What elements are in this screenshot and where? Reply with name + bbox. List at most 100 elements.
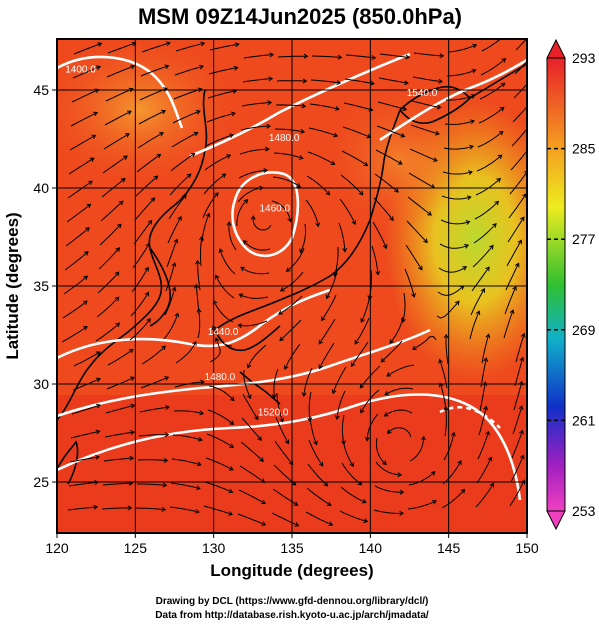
contour-1480-south <box>57 328 431 418</box>
streamline-arrow <box>118 200 124 206</box>
streamline <box>275 416 289 444</box>
streamline <box>447 44 477 53</box>
streamline-arrow <box>238 293 244 298</box>
streamline <box>513 381 523 411</box>
map-title: MSM 09Z14Jun2025 (850.0hPa) <box>138 4 462 29</box>
streamline-arrow <box>215 274 220 280</box>
streamline <box>129 318 151 341</box>
streamline-arrow <box>199 235 204 241</box>
streamline-arrow <box>499 106 505 112</box>
streamline-arrow <box>234 42 240 48</box>
coast-kyushu-shikoku <box>214 325 281 352</box>
streamline-arrow <box>358 190 364 196</box>
streamline-arrow <box>301 392 307 398</box>
streamline-arrow <box>342 247 348 253</box>
streamline <box>336 390 346 420</box>
streamline <box>169 173 192 196</box>
streamline-arrow <box>93 111 98 117</box>
streamline-arrow <box>195 508 200 514</box>
streamline <box>228 222 237 251</box>
streamline-arrow <box>145 242 150 248</box>
streamline <box>407 500 437 510</box>
streamline <box>412 336 437 350</box>
streamline-arrow <box>279 336 285 342</box>
streamline-arrow <box>153 175 159 181</box>
streamline-arrow <box>517 239 522 245</box>
streamline-arrow <box>84 251 89 256</box>
streamline <box>102 155 128 174</box>
streamline <box>305 199 319 227</box>
streamline-arrow <box>489 244 494 250</box>
streamline-arrow <box>328 521 334 526</box>
streamline-arrow <box>228 466 234 471</box>
streamline-arrow <box>350 362 356 367</box>
streamline <box>509 480 525 507</box>
streamline <box>212 325 233 347</box>
streamline <box>65 227 90 247</box>
streamline <box>360 293 371 323</box>
streamline-arrow <box>496 177 502 183</box>
streamline-arrow <box>164 376 170 381</box>
streamline-arrow <box>83 275 89 281</box>
streamline <box>175 42 205 52</box>
colorbar: 293 285 277 269 261 253 <box>546 38 596 531</box>
streamline-arrow <box>174 312 180 318</box>
streamline-arrow <box>199 410 205 416</box>
colorbar-tick-label: 253 <box>572 503 596 519</box>
streamline-arrow <box>195 259 201 265</box>
streamline <box>99 223 122 246</box>
streamline-arrow <box>404 80 409 86</box>
streamline-arrow <box>266 123 272 129</box>
streamline <box>473 223 497 244</box>
streamline-arrow <box>165 405 170 410</box>
streamline-arrow <box>115 322 121 328</box>
streamline <box>332 366 347 394</box>
x-tick-label: 150 <box>515 540 539 556</box>
streamline-arrow <box>196 307 202 313</box>
streamline <box>105 404 135 414</box>
streamline <box>164 287 176 316</box>
streamline <box>375 461 402 476</box>
streamline <box>139 406 170 413</box>
streamline <box>138 434 169 437</box>
streamline <box>240 441 264 462</box>
streamline <box>172 110 201 124</box>
streamline <box>373 509 404 514</box>
streamline <box>71 404 101 415</box>
streamline <box>384 387 414 396</box>
streamline <box>334 246 339 277</box>
streamline <box>476 154 503 172</box>
streamline-arrow <box>261 521 267 526</box>
streamline-arrow <box>420 435 426 441</box>
streamline-arrow <box>405 54 411 60</box>
streamline-arrow <box>82 326 88 331</box>
streamline <box>197 308 201 339</box>
streamline-arrow <box>126 110 132 115</box>
streamline <box>170 153 195 172</box>
streamline-arrow <box>361 498 367 504</box>
streamline <box>97 271 120 294</box>
streamline-arrow <box>127 505 133 511</box>
streamline <box>408 471 436 486</box>
streamline <box>308 127 338 137</box>
streamline-arrow <box>265 146 270 152</box>
streamline-arrow <box>97 42 103 47</box>
streamline-arrow <box>161 506 167 512</box>
colorbar-tick-label: 293 <box>572 50 596 66</box>
streamline <box>350 341 369 367</box>
streamline-arrow <box>397 472 403 478</box>
streamline-arrow <box>196 461 202 467</box>
streamline-arrow <box>150 197 156 203</box>
streamline-arrow <box>330 160 336 165</box>
streamline-arrow <box>285 267 291 272</box>
streamline-arrow <box>418 265 423 271</box>
streamline-arrow <box>519 454 525 460</box>
streamline <box>305 511 333 526</box>
streamline <box>170 482 200 490</box>
streamline-arrow <box>129 455 135 461</box>
streamline-arrow <box>386 429 392 434</box>
streamline-arrow <box>349 462 354 468</box>
streamline <box>306 175 330 196</box>
streamline <box>470 288 485 316</box>
streamline <box>340 174 364 196</box>
